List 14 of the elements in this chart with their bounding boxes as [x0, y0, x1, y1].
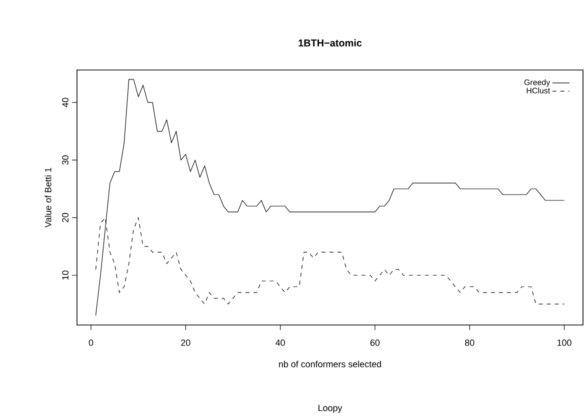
y-axis-title: Value of Betti 1 — [44, 168, 52, 228]
chart-title: 1BTH−atomic — [298, 39, 362, 46]
y-tick-label: 10 — [62, 270, 68, 280]
text: Loopy — [318, 404, 342, 413]
y-tick-label: 30 — [62, 155, 68, 165]
x-tick-label: 0 — [88, 340, 94, 346]
x-tick-label: 80 — [465, 340, 474, 346]
x-tick-label: 100 — [557, 340, 572, 346]
x-tick-label: 40 — [276, 340, 285, 346]
x-axis-title: nb of conformers selected — [279, 360, 381, 368]
y-tick-label: 20 — [62, 213, 68, 222]
x-tick-label: 60 — [370, 340, 380, 346]
x-tick-label: 20 — [181, 340, 190, 346]
y-tick-label: 40 — [62, 98, 68, 108]
